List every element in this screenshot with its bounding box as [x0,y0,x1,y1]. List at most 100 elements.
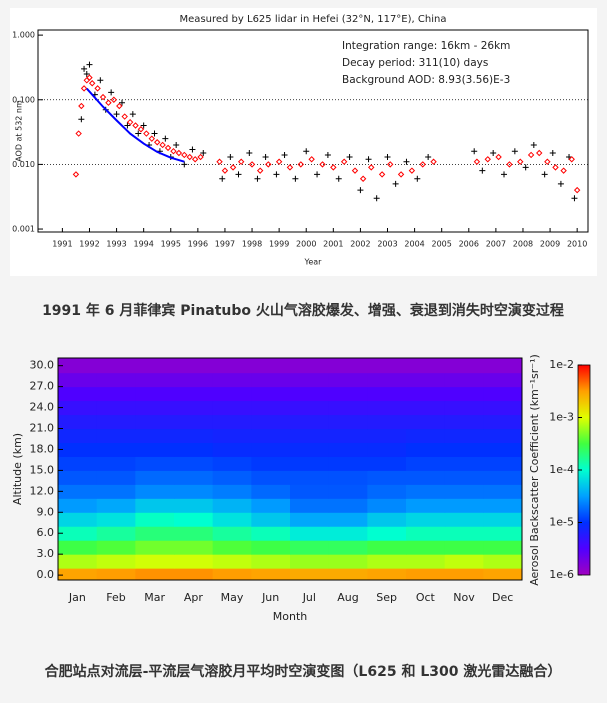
heat-cell [135,428,175,443]
cross-point [140,122,147,129]
diamond-point [340,158,348,165]
heat-cell [58,414,98,430]
y-tick-label: 0.100 [12,95,35,104]
diamond-point [221,167,229,174]
heat-cell [406,484,446,499]
diamond-point [368,164,375,171]
diamond-point [175,149,183,157]
heat-cell [174,358,214,374]
diamond-point [86,74,93,81]
x-tick-label: 2007 [486,240,506,249]
heat-cell [174,372,214,388]
diamond-point [517,158,524,165]
cross-point [511,148,518,155]
diamond-point [430,158,437,165]
diamond-point [359,175,367,182]
diamond-point [408,167,416,174]
caption: 1991 年 6 月菲律宾 Pinatubo 火山气溶胶爆发、增强、衰退到消失时… [42,302,564,319]
heat-cell [444,372,484,388]
diamond-point [229,164,237,171]
diamond-point [544,158,551,165]
diamond-point [248,161,256,168]
heat-cell [406,568,446,581]
heat-cell [328,554,368,569]
heat-cell [212,540,252,555]
heat-cell [251,498,291,513]
cross-point [292,175,299,182]
colorbar-label: Aerosol Backscatter Coefficient (km⁻¹sr⁻… [528,354,541,586]
heat-cell [212,400,252,416]
heat-cell [328,414,368,430]
diamond-point [560,167,567,174]
x-axis-label: Year [304,258,323,267]
heat-cell [96,568,136,581]
heat-cell [174,526,214,541]
heat-cell [367,554,407,569]
heat-cell [444,456,484,471]
diamond-point [527,151,535,159]
heat-cell [367,484,407,499]
cross-point [530,141,537,148]
heat-cell [251,372,291,388]
diamond-point [286,164,294,171]
cross-point [83,71,90,78]
heat-cell [251,540,291,555]
x-tick-label: 1993 [106,240,126,249]
heat-cell [96,498,136,513]
heat-cell [251,512,291,527]
y-tick-label: 1.000 [12,31,35,40]
diamond-point [237,158,245,165]
heat-cell [328,442,368,457]
cross-point [135,130,142,137]
y-tick-label: 18.0 [30,442,55,455]
heat-cell [174,512,214,527]
caption: 合肥站点对流层-平流层气溶胶月平均时空演变图（L625 和 L300 激光雷达融… [45,663,562,680]
heat-cell [328,526,368,541]
colorbar-tick-label: 1e-2 [549,358,574,371]
y-tick-label: 0.0 [37,568,55,581]
heat-cell [483,484,523,499]
x-tick-label: 1992 [79,240,99,249]
heat-cell [135,372,175,388]
heat-cell [406,470,446,485]
heat-cell [328,568,368,581]
heat-cell [251,358,291,374]
diamond-point [116,102,123,110]
chart-title: Measured by L625 lidar in Hefei (32°N, 1… [180,14,447,25]
annotation: Integration range: 16km - 26km [342,40,510,52]
heat-cell [406,372,446,388]
diamond-point [164,144,172,152]
heat-cell [367,470,407,485]
heat-cell [328,400,368,416]
heat-cell [96,400,136,416]
cross-point [86,61,93,68]
heat-cell [251,428,291,443]
heat-cell [96,372,136,388]
colorbar-tick-label: 1e-5 [549,516,574,529]
y-axis-label: Altitude (km) [11,433,24,505]
heat-cell [328,358,368,374]
heat-cell [406,428,446,443]
heat-cell [444,400,484,416]
diamond-point [330,164,337,171]
x-tick-label: 2006 [459,240,479,249]
cross-point [254,175,261,182]
cross-point [173,141,180,148]
heat-cell [212,414,252,430]
annotation: Background AOD: 8.93(3.56)E-3 [342,74,510,86]
diamond-point [75,130,82,137]
diamond-point [99,93,107,101]
heat-cell [483,442,523,457]
heat-cell [212,568,252,581]
diamond-point [148,135,156,142]
cross-point [324,151,331,158]
heat-cell [444,540,484,555]
x-tick-label: 2003 [377,240,397,249]
heat-cell [406,554,446,569]
heat-cell [290,554,330,569]
heat-cell [444,484,484,499]
diamond-point [573,186,581,194]
diamond-point [159,141,166,149]
